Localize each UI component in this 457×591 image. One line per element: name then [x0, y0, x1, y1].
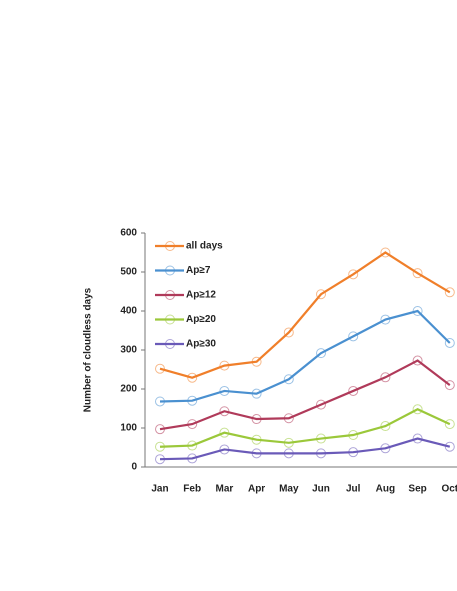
- data-point: [444, 287, 455, 298]
- x-tick-label: Jun: [312, 484, 330, 495]
- data-point: [348, 269, 359, 280]
- data-point: [155, 441, 165, 452]
- x-tick-label: Apr: [248, 484, 265, 495]
- data-point: [251, 434, 262, 445]
- y-tick-label: 500: [120, 267, 137, 278]
- data-point: [412, 268, 423, 279]
- data-point: [444, 380, 455, 391]
- data-point: [412, 433, 423, 444]
- x-tick-label: Jan: [151, 484, 168, 495]
- data-point: [219, 385, 230, 396]
- data-point: [316, 289, 326, 300]
- x-tick-label: May: [279, 484, 299, 495]
- data-point: [316, 399, 326, 410]
- data-point: [251, 414, 262, 425]
- data-point: [316, 433, 326, 444]
- data-point: [348, 430, 359, 441]
- series-line: [159, 408, 451, 448]
- data-point: [412, 306, 423, 316]
- data-point: [155, 454, 165, 465]
- data-point: [187, 395, 198, 406]
- series-line: [159, 309, 451, 403]
- data-point: [219, 406, 230, 417]
- data-point: [380, 443, 391, 454]
- x-tick-label: Jul: [346, 484, 361, 495]
- data-point: [348, 331, 359, 342]
- series-line: [159, 437, 451, 461]
- data-point: [316, 448, 326, 459]
- data-point: [444, 337, 455, 348]
- data-point: [444, 419, 455, 430]
- legend-label: Ap≥12: [186, 290, 216, 301]
- x-tick-label: Feb: [183, 484, 201, 495]
- data-point: [444, 441, 455, 452]
- legend-marker: [165, 339, 175, 349]
- data-point: [187, 440, 198, 451]
- y-tick-label: 200: [120, 384, 137, 395]
- data-point: [283, 413, 294, 424]
- legend-label: Ap≥20: [186, 314, 216, 325]
- data-point: [219, 360, 230, 371]
- legend-marker: [165, 290, 175, 300]
- data-point: [187, 372, 198, 383]
- data-point: [412, 355, 423, 366]
- y-tick-label: 0: [131, 462, 137, 473]
- legend-marker: [165, 265, 175, 276]
- data-point: [348, 385, 359, 396]
- series-line: [159, 359, 451, 431]
- y-tick-label: 300: [120, 345, 137, 356]
- data-point: [283, 374, 294, 385]
- data-point: [155, 424, 165, 435]
- data-point: [251, 388, 262, 399]
- x-tick-label: Aug: [376, 484, 395, 495]
- data-point: [283, 448, 294, 459]
- data-point: [283, 327, 294, 338]
- data-point: [380, 314, 391, 325]
- data-point: [219, 444, 230, 455]
- data-point: [219, 427, 230, 438]
- legend-marker: [165, 314, 175, 325]
- y-tick-label: 600: [120, 228, 137, 239]
- y-tick-label: 100: [120, 423, 137, 434]
- legend-marker: [165, 241, 175, 251]
- data-point: [155, 363, 165, 374]
- data-point: [380, 421, 391, 432]
- x-tick-label: Mar: [216, 484, 234, 495]
- y-tick-label: 400: [120, 306, 137, 317]
- data-point: [251, 356, 262, 367]
- data-point: [283, 437, 294, 448]
- x-tick-label: Oct: [441, 484, 457, 495]
- data-point: [187, 419, 198, 430]
- y-axis-label: Number of cloudless days: [83, 287, 94, 412]
- series-line: [159, 251, 451, 379]
- legend-label: Ap≥30: [186, 339, 216, 350]
- legend-label: all days: [186, 241, 223, 252]
- data-point: [380, 247, 391, 258]
- data-point: [348, 447, 359, 458]
- data-point: [187, 453, 198, 464]
- x-tick-label: Sep: [408, 484, 426, 495]
- data-point: [155, 396, 165, 407]
- data-point: [412, 404, 423, 415]
- legend-label: Ap≥7: [186, 265, 211, 276]
- data-point: [380, 372, 391, 383]
- data-point: [316, 348, 326, 359]
- data-point: [251, 448, 262, 459]
